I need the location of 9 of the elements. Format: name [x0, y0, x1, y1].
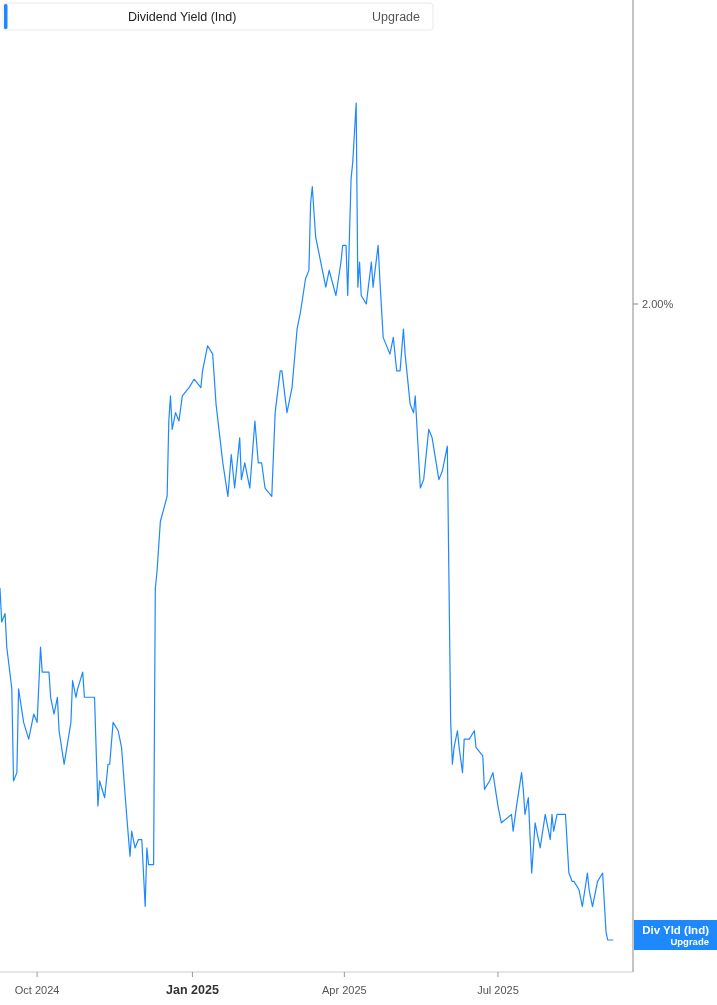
- x-tick-label: Jul 2025: [477, 984, 519, 996]
- x-tick-label: Jan 2025: [166, 983, 219, 997]
- text: Upgrade: [670, 936, 709, 947]
- text: Div Yld (Ind): [642, 924, 710, 936]
- text: Dividend Yield (Ind): [128, 10, 237, 24]
- x-tick-label: Oct 2024: [14, 984, 60, 996]
- text: Upgrade: [372, 10, 421, 24]
- text: 2.00%: [642, 298, 674, 310]
- x-tick-label: Apr 2025: [322, 984, 367, 996]
